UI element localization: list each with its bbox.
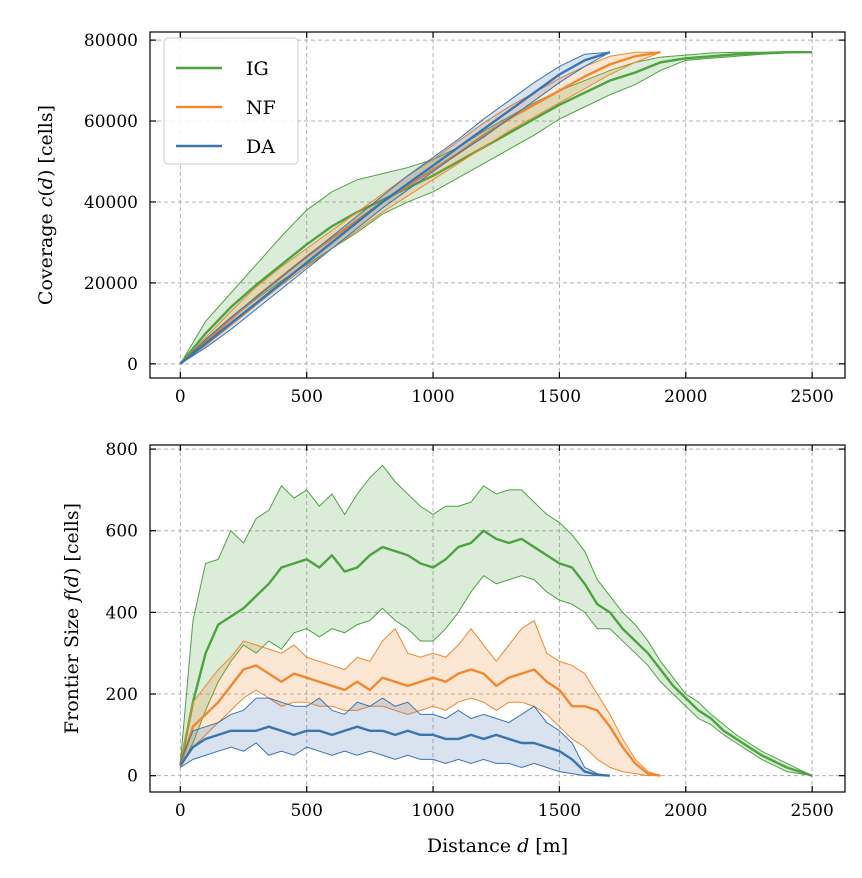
lower-line-da — [180, 51, 611, 365]
y-tick-label: 0 — [127, 355, 138, 375]
upper-line-da — [179, 697, 611, 777]
mean-line-da — [179, 725, 611, 777]
legend-box — [163, 37, 299, 165]
band-nf — [180, 620, 661, 776]
y-axis-label: Frontier Size f(d) [cells] — [61, 503, 83, 734]
lower-line-da — [180, 742, 610, 777]
y-axis-label: Coverage c(d) [cells] — [35, 105, 57, 305]
y-tick-label: 60000 — [84, 112, 138, 132]
y-tick-label: 20000 — [84, 274, 138, 294]
upper-line-nf — [179, 51, 661, 365]
x-tick-label: 500 — [290, 387, 322, 407]
x-tick-label: 0 — [175, 387, 186, 407]
axes-frame — [149, 444, 846, 793]
x-tick-label: 0 — [175, 801, 186, 821]
lower-line-nf — [179, 689, 661, 777]
band-ig — [180, 465, 813, 776]
x-tick-label: 2500 — [791, 801, 834, 821]
x-tick-label: 1500 — [538, 387, 581, 407]
x-tick-label: 1000 — [411, 387, 454, 407]
x-tick-label: 2500 — [791, 387, 834, 407]
x-tick-label: 1000 — [411, 801, 454, 821]
y-tick-label: 80000 — [84, 31, 138, 51]
upper-line-ig — [179, 51, 813, 365]
x-tick-label: 2000 — [664, 801, 707, 821]
x-tick-label: 500 — [290, 801, 322, 821]
y-tick-label: 0 — [127, 767, 138, 787]
frontier-size-plot: 0 500 1000 1500 2000 2500 0 200 400 600 800 Frontie… — [61, 440, 846, 857]
legend-label-da: DA — [246, 136, 275, 158]
ticks: 0 500 1000 1500 2000 2500 0 20000 40000 60000 8000… — [84, 31, 845, 407]
y-tick-label: 800 — [106, 440, 138, 460]
axes-frame — [149, 31, 846, 379]
plot-area — [179, 464, 813, 777]
upper-line-da — [179, 51, 611, 365]
y-tick-label: 400 — [106, 603, 138, 623]
y-tick-label: 600 — [106, 522, 138, 542]
x-tick-label: 1500 — [538, 801, 581, 821]
mean-line-ig — [179, 51, 813, 365]
upper-line-ig — [179, 464, 813, 777]
grid — [150, 445, 845, 792]
legend-label-ig: IG — [246, 58, 269, 80]
x-axis-label: Distance d [m] — [427, 835, 568, 857]
lower-line-nf — [180, 51, 661, 365]
y-tick-label: 40000 — [84, 193, 138, 213]
legend-label-nf: NF — [246, 97, 276, 119]
mean-line-da — [179, 51, 611, 365]
plot-area — [179, 51, 813, 365]
ticks: 0 500 1000 1500 2000 2500 0 200 400 600 800 — [106, 440, 845, 821]
mean-line-ig — [179, 529, 813, 777]
coverage-plot: 0 500 1000 1500 2000 2500 0 20000 40000 60000 8000… — [35, 31, 846, 407]
lower-line-ig — [179, 574, 813, 777]
legend: IG NF DA — [163, 37, 299, 165]
mean-line-nf — [179, 664, 661, 777]
upper-line-nf — [179, 619, 661, 777]
band-da — [180, 52, 610, 364]
band-da — [180, 698, 610, 776]
x-tick-label: 2000 — [664, 387, 707, 407]
y-tick-label: 200 — [106, 685, 138, 705]
